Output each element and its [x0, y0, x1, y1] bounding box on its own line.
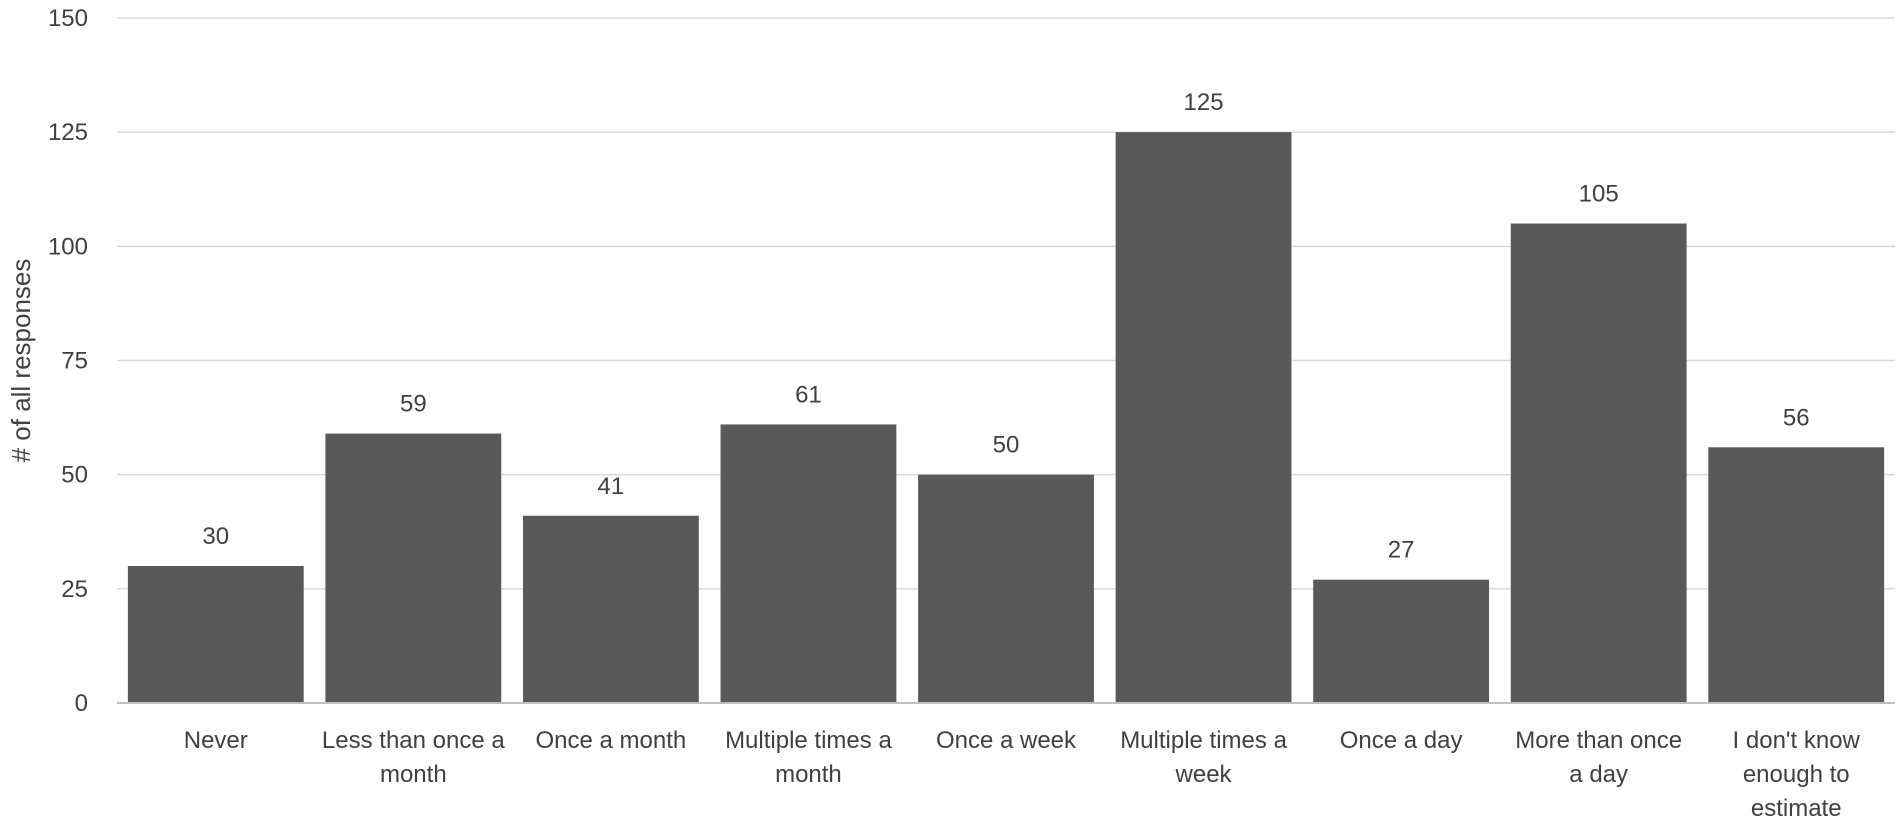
- data-label: 105: [1579, 181, 1619, 208]
- data-label: 30: [202, 523, 229, 550]
- data-label: 125: [1184, 89, 1224, 116]
- bar: [1510, 223, 1687, 703]
- x-tick-label: Less than once a month: [322, 727, 505, 788]
- data-label: 59: [400, 391, 427, 418]
- data-label: 41: [598, 473, 625, 500]
- y-tick-label: 50: [61, 462, 88, 489]
- x-tick-label: I don't know enough to estimate: [1733, 727, 1861, 822]
- data-labels: 30 59 41 61 50 125 27 105 56: [202, 89, 1809, 564]
- y-tick-label: 75: [61, 348, 88, 375]
- x-tick-label: Never: [184, 727, 248, 754]
- x-axis-labels: Never Less than once a month Once a month Mu…: [184, 727, 1861, 822]
- x-tick-label: More than once a day: [1515, 727, 1682, 788]
- bar: [918, 474, 1094, 703]
- data-label: 27: [1388, 537, 1415, 564]
- bar: [522, 515, 699, 703]
- y-axis-ticks: 0 25 50 75 100 125 150: [48, 5, 88, 717]
- bars: [127, 132, 1885, 703]
- y-tick-label: 150: [48, 5, 88, 32]
- x-tick-label: Multiple times a week: [1120, 727, 1287, 788]
- data-label: 56: [1783, 404, 1810, 431]
- y-axis-title: # of all responses: [6, 259, 36, 463]
- bar: [1708, 447, 1885, 703]
- bar: [720, 424, 897, 703]
- bar: [325, 433, 502, 703]
- x-tick-label: Multiple times a month: [725, 727, 892, 788]
- data-label: 61: [795, 381, 822, 408]
- y-tick-label: 0: [75, 690, 88, 717]
- x-tick-label: Once a day: [1340, 727, 1463, 754]
- bar: [1115, 132, 1292, 703]
- x-tick-label: Once a month: [536, 727, 687, 754]
- data-label: 50: [993, 432, 1020, 459]
- bar: [1313, 579, 1490, 703]
- bar: [127, 566, 304, 703]
- x-tick-label: Once a week: [936, 727, 1077, 754]
- y-tick-label: 125: [48, 119, 88, 146]
- y-tick-label: 100: [48, 233, 88, 260]
- y-tick-label: 25: [61, 576, 88, 603]
